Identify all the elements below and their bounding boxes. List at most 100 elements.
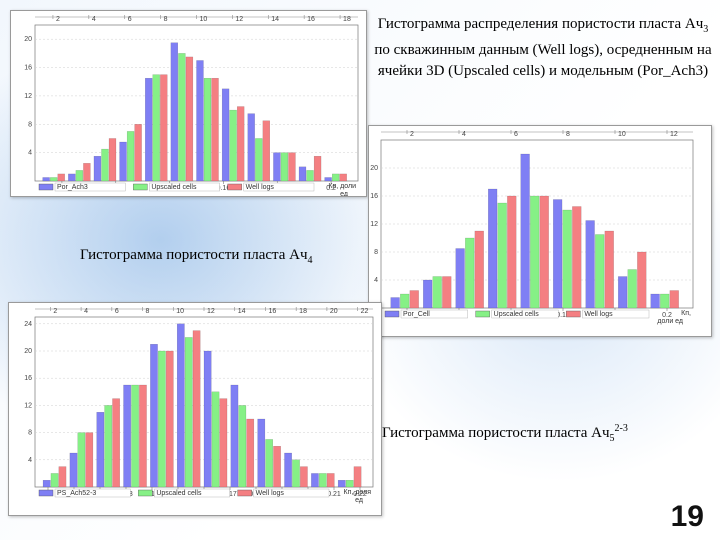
legend-box bbox=[491, 309, 559, 319]
top-tick-label: 2 bbox=[56, 16, 60, 23]
y-tick-label: 8 bbox=[28, 121, 32, 128]
histogram-bar bbox=[562, 209, 572, 309]
histogram-bar bbox=[265, 439, 273, 488]
histogram-bar bbox=[627, 269, 637, 309]
histogram-bar bbox=[42, 479, 51, 488]
histogram-bar bbox=[139, 384, 147, 488]
histogram-bar bbox=[300, 466, 308, 488]
legend-swatch bbox=[38, 489, 54, 497]
legend-box bbox=[582, 309, 650, 319]
histogram-bar bbox=[246, 418, 255, 488]
x-tick-label: 0.2 bbox=[326, 185, 336, 192]
legend-box bbox=[253, 488, 330, 498]
top-tick-label: 14 bbox=[238, 308, 246, 315]
histogram-bar bbox=[112, 398, 120, 488]
x-unit-label-line2: ед bbox=[355, 497, 363, 504]
histogram-bar bbox=[85, 432, 94, 488]
slide-number: 19 bbox=[670, 500, 704, 533]
histogram-bar bbox=[337, 479, 346, 488]
histogram-bar bbox=[604, 230, 614, 309]
y-tick-label: 12 bbox=[370, 221, 378, 228]
caption-ach5-superscript: 2-3 bbox=[614, 423, 628, 434]
legend-box bbox=[243, 182, 315, 192]
histogram-bar bbox=[507, 195, 517, 309]
histogram-bar bbox=[176, 323, 185, 488]
histogram-bar bbox=[69, 452, 78, 488]
caption-ach3-text-rest: по скважинным данным (Well logs), осредн… bbox=[374, 42, 712, 79]
histogram-bar bbox=[572, 206, 582, 309]
histogram-bar bbox=[96, 411, 105, 488]
histogram-bar bbox=[339, 173, 347, 182]
histogram-bar bbox=[423, 279, 433, 309]
legend-label: PS_Ach52-3 bbox=[57, 490, 96, 497]
histogram-ach5-svg: 24681012141618202248121620240.10.110.120… bbox=[24, 307, 374, 504]
legend-box bbox=[54, 182, 126, 192]
histogram-bar bbox=[553, 199, 563, 309]
top-tick-label: 16 bbox=[268, 308, 276, 315]
histogram-bar bbox=[108, 138, 117, 182]
histogram-ach4: 24681012481216200.10.120.140.160.180.2Кп… bbox=[368, 125, 712, 337]
y-tick-label: 8 bbox=[374, 249, 378, 256]
top-tick-label: 2 bbox=[410, 131, 414, 138]
x-unit-label-line2: доли ед bbox=[657, 318, 683, 325]
y-tick-label: 20 bbox=[24, 348, 32, 355]
caption-ach3-subscript: 3 bbox=[703, 24, 709, 35]
histogram-bar bbox=[150, 344, 158, 488]
histogram-bar bbox=[284, 452, 292, 488]
legend-swatch bbox=[237, 489, 252, 497]
histogram-bar bbox=[178, 53, 186, 182]
histogram-bar bbox=[238, 405, 247, 488]
y-tick-label: 12 bbox=[24, 93, 32, 100]
legend-box bbox=[54, 488, 131, 498]
histogram-ach3: 24681012141618481216200.10.120.140.160.1… bbox=[10, 10, 367, 197]
legend-label: Well logs bbox=[246, 184, 275, 191]
histogram-bar bbox=[211, 77, 219, 182]
top-tick-label: 12 bbox=[235, 16, 243, 23]
legend-box bbox=[149, 182, 220, 192]
x-unit-label: Кп, bbox=[681, 310, 691, 317]
top-tick-label: 8 bbox=[146, 308, 150, 315]
x-unit-label-line2: ед bbox=[340, 191, 348, 196]
histogram-bar bbox=[93, 155, 102, 182]
legend-label: Upscaled cells bbox=[494, 311, 540, 318]
histogram-bar bbox=[539, 195, 549, 309]
legend-swatch bbox=[475, 310, 490, 318]
histogram-bar bbox=[273, 445, 281, 488]
histogram-bar bbox=[288, 152, 296, 182]
histogram-bar bbox=[104, 405, 113, 488]
legend-swatch bbox=[138, 489, 153, 497]
histogram-bar bbox=[42, 177, 50, 182]
histogram-bar bbox=[313, 155, 322, 182]
legend-label: Por_Ach3 bbox=[57, 184, 88, 191]
histogram-bar bbox=[101, 148, 109, 182]
histogram-bar bbox=[134, 124, 142, 182]
top-tick-label: 6 bbox=[128, 16, 132, 23]
histogram-bar bbox=[184, 337, 193, 488]
histogram-bar bbox=[237, 106, 245, 182]
legend-box bbox=[400, 309, 468, 319]
histogram-bar bbox=[211, 391, 220, 488]
histogram-bar bbox=[432, 276, 442, 309]
histogram-bar bbox=[637, 251, 647, 309]
top-tick-label: 2 bbox=[53, 308, 57, 315]
histogram-bar bbox=[170, 42, 179, 182]
histogram-bar bbox=[353, 466, 362, 488]
top-tick-label: 6 bbox=[115, 308, 119, 315]
caption-ach3: Гистограмма распределения пористости пла… bbox=[372, 14, 714, 82]
histogram-bar bbox=[203, 77, 212, 182]
histogram-bar bbox=[262, 120, 270, 182]
histogram-ach4-svg: 24681012481216200.10.120.140.160.180.2Кп… bbox=[370, 130, 694, 325]
histogram-bar bbox=[203, 350, 212, 488]
histogram-bar bbox=[345, 479, 354, 488]
histogram-ach3-svg: 24681012141618481216200.10.120.140.160.1… bbox=[24, 15, 359, 196]
histogram-bar bbox=[332, 173, 340, 182]
x-tick-label: 0.21 bbox=[327, 491, 341, 498]
histogram-bar bbox=[123, 384, 131, 488]
histogram-bar bbox=[660, 293, 670, 309]
histogram-bar bbox=[326, 473, 335, 488]
y-tick-label: 16 bbox=[370, 193, 378, 200]
x-tick-label: 0.17 bbox=[223, 491, 237, 498]
legend-swatch bbox=[384, 310, 400, 318]
x-tick-label: 0.2 bbox=[662, 312, 672, 319]
caption-ach4-text: Гистограмма пористости пласта Ач bbox=[80, 247, 308, 263]
